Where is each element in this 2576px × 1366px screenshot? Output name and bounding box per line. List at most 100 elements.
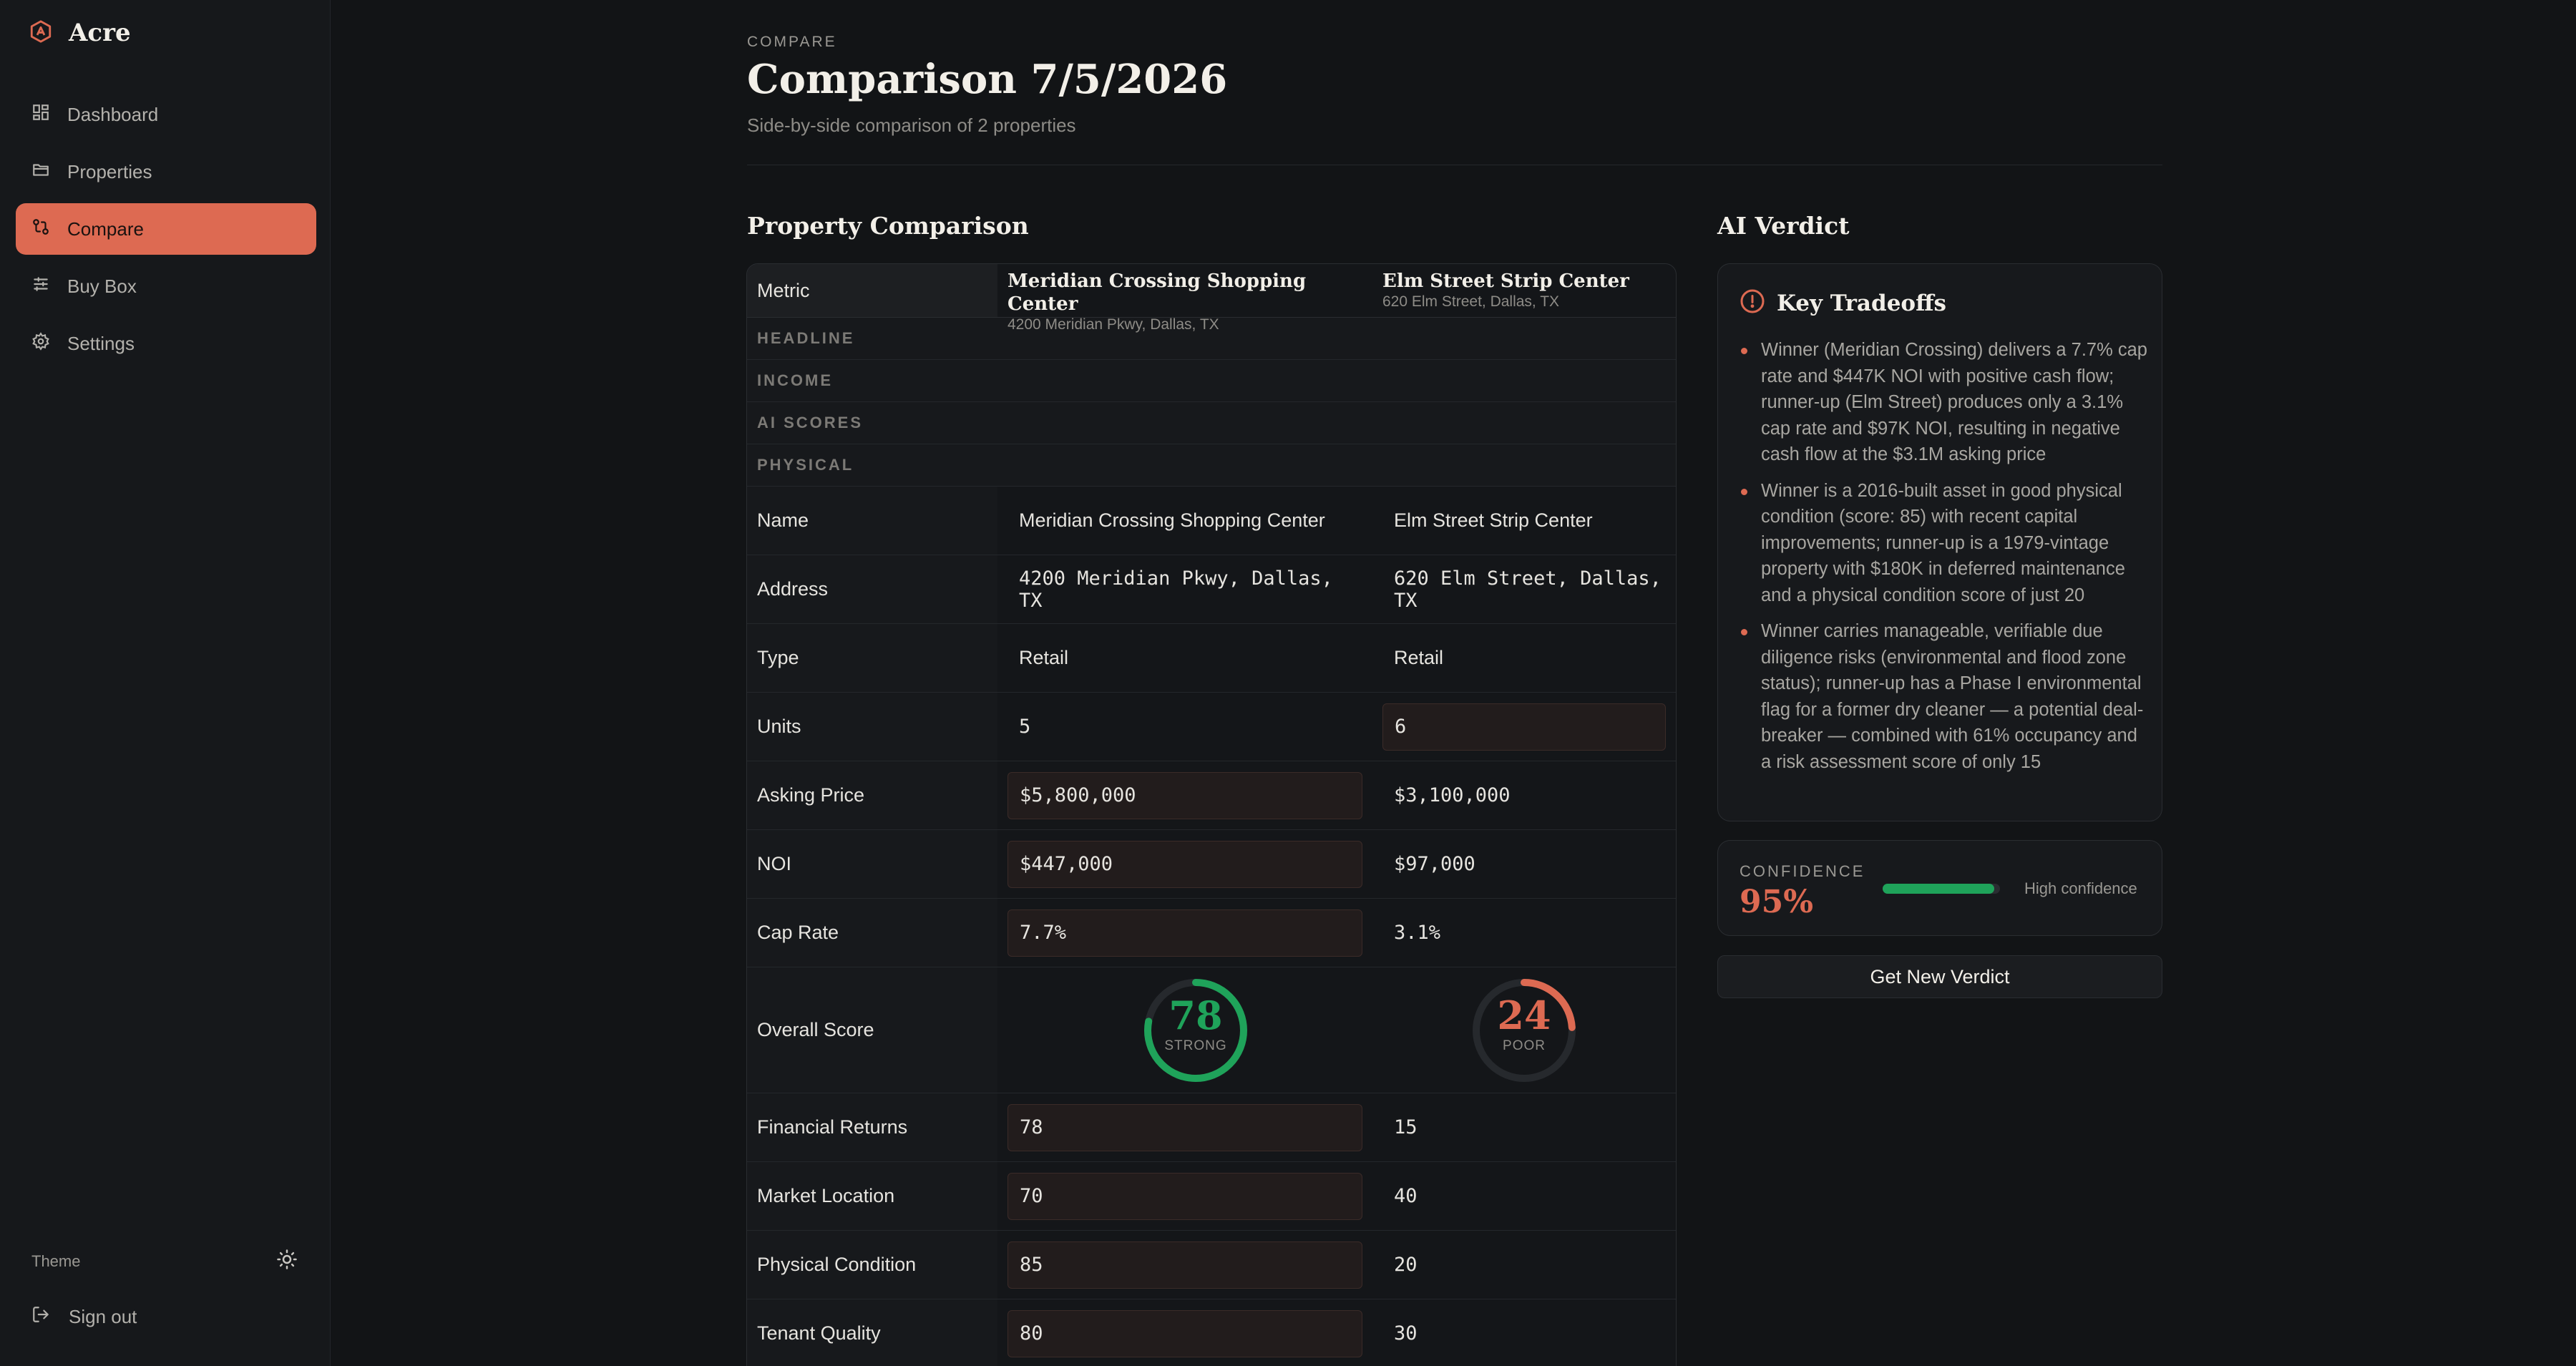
comparison-title: Property Comparison: [747, 212, 1029, 240]
sidebar-item-label: Buy Box: [67, 275, 137, 297]
confidence-text: High confidence: [2024, 879, 2137, 897]
list-item: Winner is a 2016-built asset in good phy…: [1740, 478, 2147, 609]
sliders-icon: [31, 275, 50, 298]
score-label: STRONG: [1164, 1038, 1227, 1053]
cell-value: $3,100,000: [1394, 784, 1511, 806]
cell-b: 20: [1372, 1231, 1676, 1299]
confidence-bar-fill: [1883, 884, 1994, 894]
alert-icon: [1740, 288, 1765, 318]
gear-icon: [31, 331, 50, 356]
group-header-ai-scores[interactable]: AI SCORES: [747, 402, 1676, 444]
key-tradeoffs-title: Key Tradeoffs: [1777, 290, 1946, 316]
group-header-income[interactable]: INCOME: [747, 360, 1676, 402]
sun-icon[interactable]: [276, 1249, 298, 1274]
confidence-label: CONFIDENCE: [1740, 862, 1865, 880]
cell-a: Meridian Crossing Shopping Center: [997, 487, 1372, 555]
sidebar-item-buy-box[interactable]: Buy Box: [16, 260, 316, 312]
table-row: Address 4200 Meridian Pkwy, Dallas, TX 6…: [747, 555, 1676, 624]
comparison-table: Metric Meridian Crossing Shopping Center…: [746, 263, 1677, 1366]
table-row: Financial Returns 78 15: [747, 1093, 1676, 1162]
cell-b: 6: [1372, 693, 1676, 761]
table-row: Units 5 6: [747, 693, 1676, 761]
folder-icon: [31, 160, 50, 184]
metric-column-header: Metric: [747, 264, 997, 317]
sidebar-item-compare[interactable]: Compare: [16, 203, 316, 255]
cell-value: 40: [1394, 1185, 1418, 1207]
metric-label: Market Location: [747, 1162, 997, 1230]
cell-b: 40: [1372, 1162, 1676, 1230]
overall-score-row: Overall Score 78 STRONG: [747, 967, 1676, 1093]
cell-b: 15: [1372, 1093, 1676, 1161]
list-item: Winner (Meridian Crossing) delivers a 7.…: [1740, 337, 2147, 468]
cell-a: $447,000: [997, 830, 1372, 898]
metric-label: Overall Score: [747, 967, 997, 1093]
cell-a: 78 STRONG: [997, 967, 1372, 1093]
metric-label: Tenant Quality: [747, 1299, 997, 1366]
sidebar-item-label: Dashboard: [67, 103, 159, 125]
table-row: NOI $447,000 $97,000: [747, 830, 1676, 899]
table-row: Tenant Quality 80 30: [747, 1299, 1676, 1366]
app-name: Acre: [69, 19, 131, 47]
cell-value: 3.1%: [1394, 922, 1441, 944]
confidence-card: CONFIDENCE 95% High confidence: [1717, 840, 2162, 936]
confidence-bar: [1883, 884, 2000, 894]
cell-a: 7.7%: [997, 899, 1372, 967]
group-header-physical[interactable]: PHYSICAL: [747, 444, 1676, 487]
key-tradeoffs-header: Key Tradeoffs: [1740, 288, 1946, 318]
cell-value-winner: $447,000: [1008, 840, 1362, 888]
cell-b: 24 POOR: [1372, 967, 1676, 1093]
theme-row: Theme: [31, 1249, 298, 1274]
cell-b: 3.1%: [1372, 899, 1676, 967]
metric-label: Type: [747, 624, 997, 692]
dashboard-icon: [31, 103, 50, 127]
cell-value: Meridian Crossing Shopping Center: [1019, 509, 1325, 531]
verdict-title: AI Verdict: [1717, 212, 1850, 240]
cell-a: 78: [997, 1093, 1372, 1161]
cell-a: 80: [997, 1299, 1372, 1366]
theme-label: Theme: [31, 1252, 81, 1270]
tradeoff-list: Winner (Meridian Crossing) delivers a 7.…: [1740, 337, 2147, 785]
sign-out-button[interactable]: Sign out: [31, 1305, 137, 1329]
score-ring: 78 STRONG: [1142, 977, 1249, 1084]
metric-label: Name: [747, 487, 997, 555]
table-row: Type Retail Retail: [747, 624, 1676, 693]
cell-a: 85: [997, 1231, 1372, 1299]
score-value: 24: [1497, 992, 1551, 1038]
get-new-verdict-button[interactable]: Get New Verdict: [1717, 955, 2162, 998]
table-row: Name Meridian Crossing Shopping Center E…: [747, 487, 1676, 555]
confidence-value: 95%: [1740, 884, 1814, 920]
metric-label: Physical Condition: [747, 1231, 997, 1299]
sidebar-item-label: Compare: [67, 218, 144, 240]
sidebar-item-dashboard[interactable]: Dashboard: [16, 89, 316, 140]
cell-value: Elm Street Strip Center: [1394, 509, 1593, 531]
cell-value: 15: [1394, 1116, 1418, 1138]
cell-a: $5,800,000: [997, 761, 1372, 829]
logout-icon: [31, 1305, 50, 1329]
cell-a: Retail: [997, 624, 1372, 692]
cell-value-winner: 7.7%: [1008, 909, 1362, 957]
table-row: Asking Price $5,800,000 $3,100,000: [747, 761, 1676, 830]
sidebar-item-settings[interactable]: Settings: [16, 318, 316, 369]
table-row: Market Location 70 40: [747, 1162, 1676, 1231]
sidebar-nav: Dashboard Properties Compare Buy Box Set…: [16, 89, 316, 375]
group-header-headline[interactable]: HEADLINE: [747, 318, 1676, 360]
cell-value: Retail: [1019, 647, 1069, 668]
cell-b: 30: [1372, 1299, 1676, 1366]
metric-label: Asking Price: [747, 761, 997, 829]
key-tradeoffs-card: Key Tradeoffs Winner (Meridian Crossing)…: [1717, 263, 2162, 821]
table-header: Metric Meridian Crossing Shopping Center…: [747, 264, 1676, 333]
page-subtitle: Side-by-side comparison of 2 properties: [747, 114, 1076, 136]
cell-value: 20: [1394, 1254, 1418, 1276]
cell-value-winner: 78: [1008, 1103, 1362, 1151]
property-column-header: Elm Street Strip Center 620 Elm Street, …: [1372, 264, 1676, 317]
sidebar: Acre Dashboard Properties Compare Buy Bo…: [0, 0, 331, 1366]
sidebar-item-label: Settings: [67, 332, 135, 354]
score-value: 78: [1169, 992, 1223, 1038]
brand[interactable]: Acre: [29, 19, 131, 47]
metric-label: Address: [747, 555, 997, 623]
score-label: POOR: [1503, 1038, 1546, 1053]
cell-a: 5: [997, 693, 1372, 761]
cell-b: 620 Elm Street, Dallas, TX: [1372, 555, 1676, 623]
table-row: Physical Condition 85 20: [747, 1231, 1676, 1299]
sidebar-item-properties[interactable]: Properties: [16, 146, 316, 197]
